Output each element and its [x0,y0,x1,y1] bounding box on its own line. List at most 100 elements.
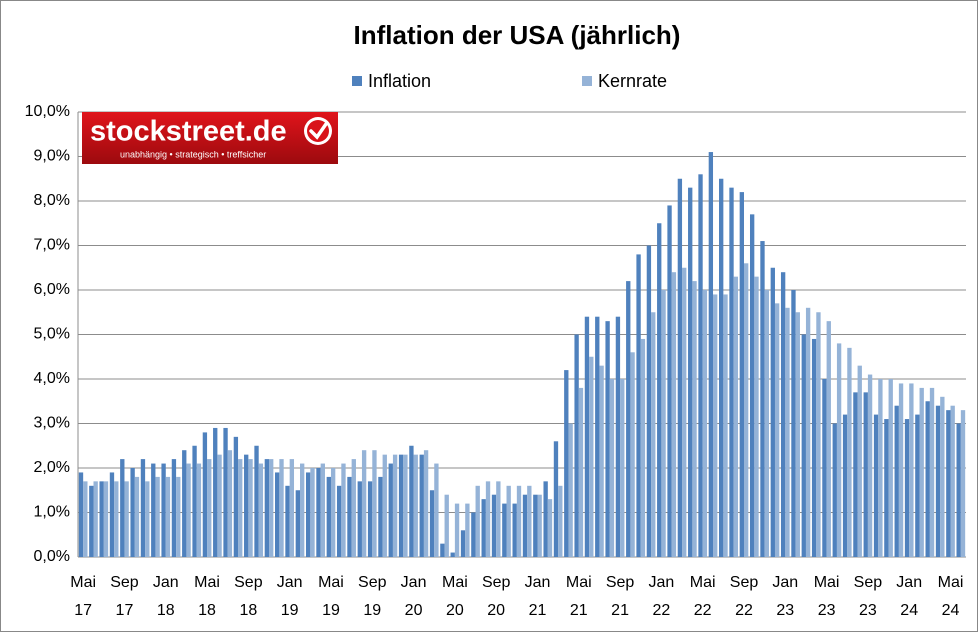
bar [898,383,904,557]
x-tick-label: Jan 19 [276,574,303,619]
bar [316,468,321,557]
bar [506,485,511,557]
bar [496,481,501,557]
x-tick-label: Mai 18 [194,574,220,619]
bar [537,494,542,557]
bar [636,254,641,557]
bar [878,379,883,557]
bar [130,468,135,557]
bar [749,214,755,557]
bar [465,503,470,557]
bar [568,423,573,557]
bar [599,365,604,557]
bar [791,290,796,557]
bar [811,338,817,557]
bar [774,303,780,557]
bar [884,419,889,557]
bar [93,481,98,557]
x-tick-label: Jan 22 [648,574,675,619]
bar [826,321,831,557]
bar [409,445,414,557]
bar [275,472,280,557]
x-tick-label: Jan 23 [772,574,799,619]
bar [471,512,476,557]
legend-swatch [352,76,362,86]
bar [202,432,208,557]
bar [543,481,548,557]
y-tick-label: 6,0% [34,281,70,298]
x-tick-label: Jan 20 [400,574,427,619]
bar [630,352,635,557]
bar [764,290,769,557]
bar [605,321,610,557]
x-tick-label: Mai 22 [689,574,716,619]
bar [485,481,491,557]
y-tick-label: 8,0% [34,192,70,209]
bar [615,316,621,557]
bar [729,187,734,557]
bar [398,454,404,557]
x-tick-label: Sep 18 [234,574,263,619]
bar [196,463,202,557]
bar [103,481,109,557]
bar [723,294,728,557]
y-tick-label: 2,0% [34,459,70,476]
x-tick-label: Sep 21 [605,574,635,619]
bar [620,379,625,557]
bar [558,485,563,557]
bar [460,530,466,557]
bar [950,405,955,557]
bar [475,485,480,557]
logo-tagline: unabhängig • strategisch • treffsicher [120,149,266,159]
bar [330,468,336,557]
bar [223,427,228,557]
bar [295,490,300,557]
bar [805,307,811,557]
bar [289,459,295,557]
bar [595,316,600,557]
x-tick-label: Jan 21 [524,574,551,619]
bar [863,392,868,557]
y-tick-label: 0,0% [34,548,70,565]
y-tick-label: 1,0% [34,504,70,521]
bar [516,485,522,557]
bar [378,476,383,557]
bar [935,405,941,557]
bar [657,223,662,557]
bar [940,396,945,557]
bar [491,494,497,557]
bar [801,334,806,557]
bar [584,316,590,557]
bar [305,472,311,557]
bar [248,459,253,557]
bar [372,450,377,557]
bar [502,503,507,557]
bar [929,387,935,557]
bar [124,481,129,557]
bar [182,450,187,557]
bar [454,503,460,557]
bar [677,178,683,557]
bar [527,485,532,557]
x-tick-label: Jan 18 [152,574,179,619]
bar [956,423,961,557]
bar [403,454,408,557]
bar [244,454,249,557]
x-tick-label: Mai 24 [937,574,964,619]
bar [83,481,88,557]
x-tick-label: Mai 20 [441,574,468,619]
bar [733,276,739,557]
bar [713,294,718,557]
bar [661,290,666,557]
bar [300,463,305,557]
bar [909,383,914,557]
bar [960,410,966,557]
bar [382,454,387,557]
bar [279,459,284,557]
legend-label: Inflation [368,71,431,91]
bar [155,476,160,557]
bar [336,485,342,557]
bar [553,441,559,557]
bar [547,499,553,557]
